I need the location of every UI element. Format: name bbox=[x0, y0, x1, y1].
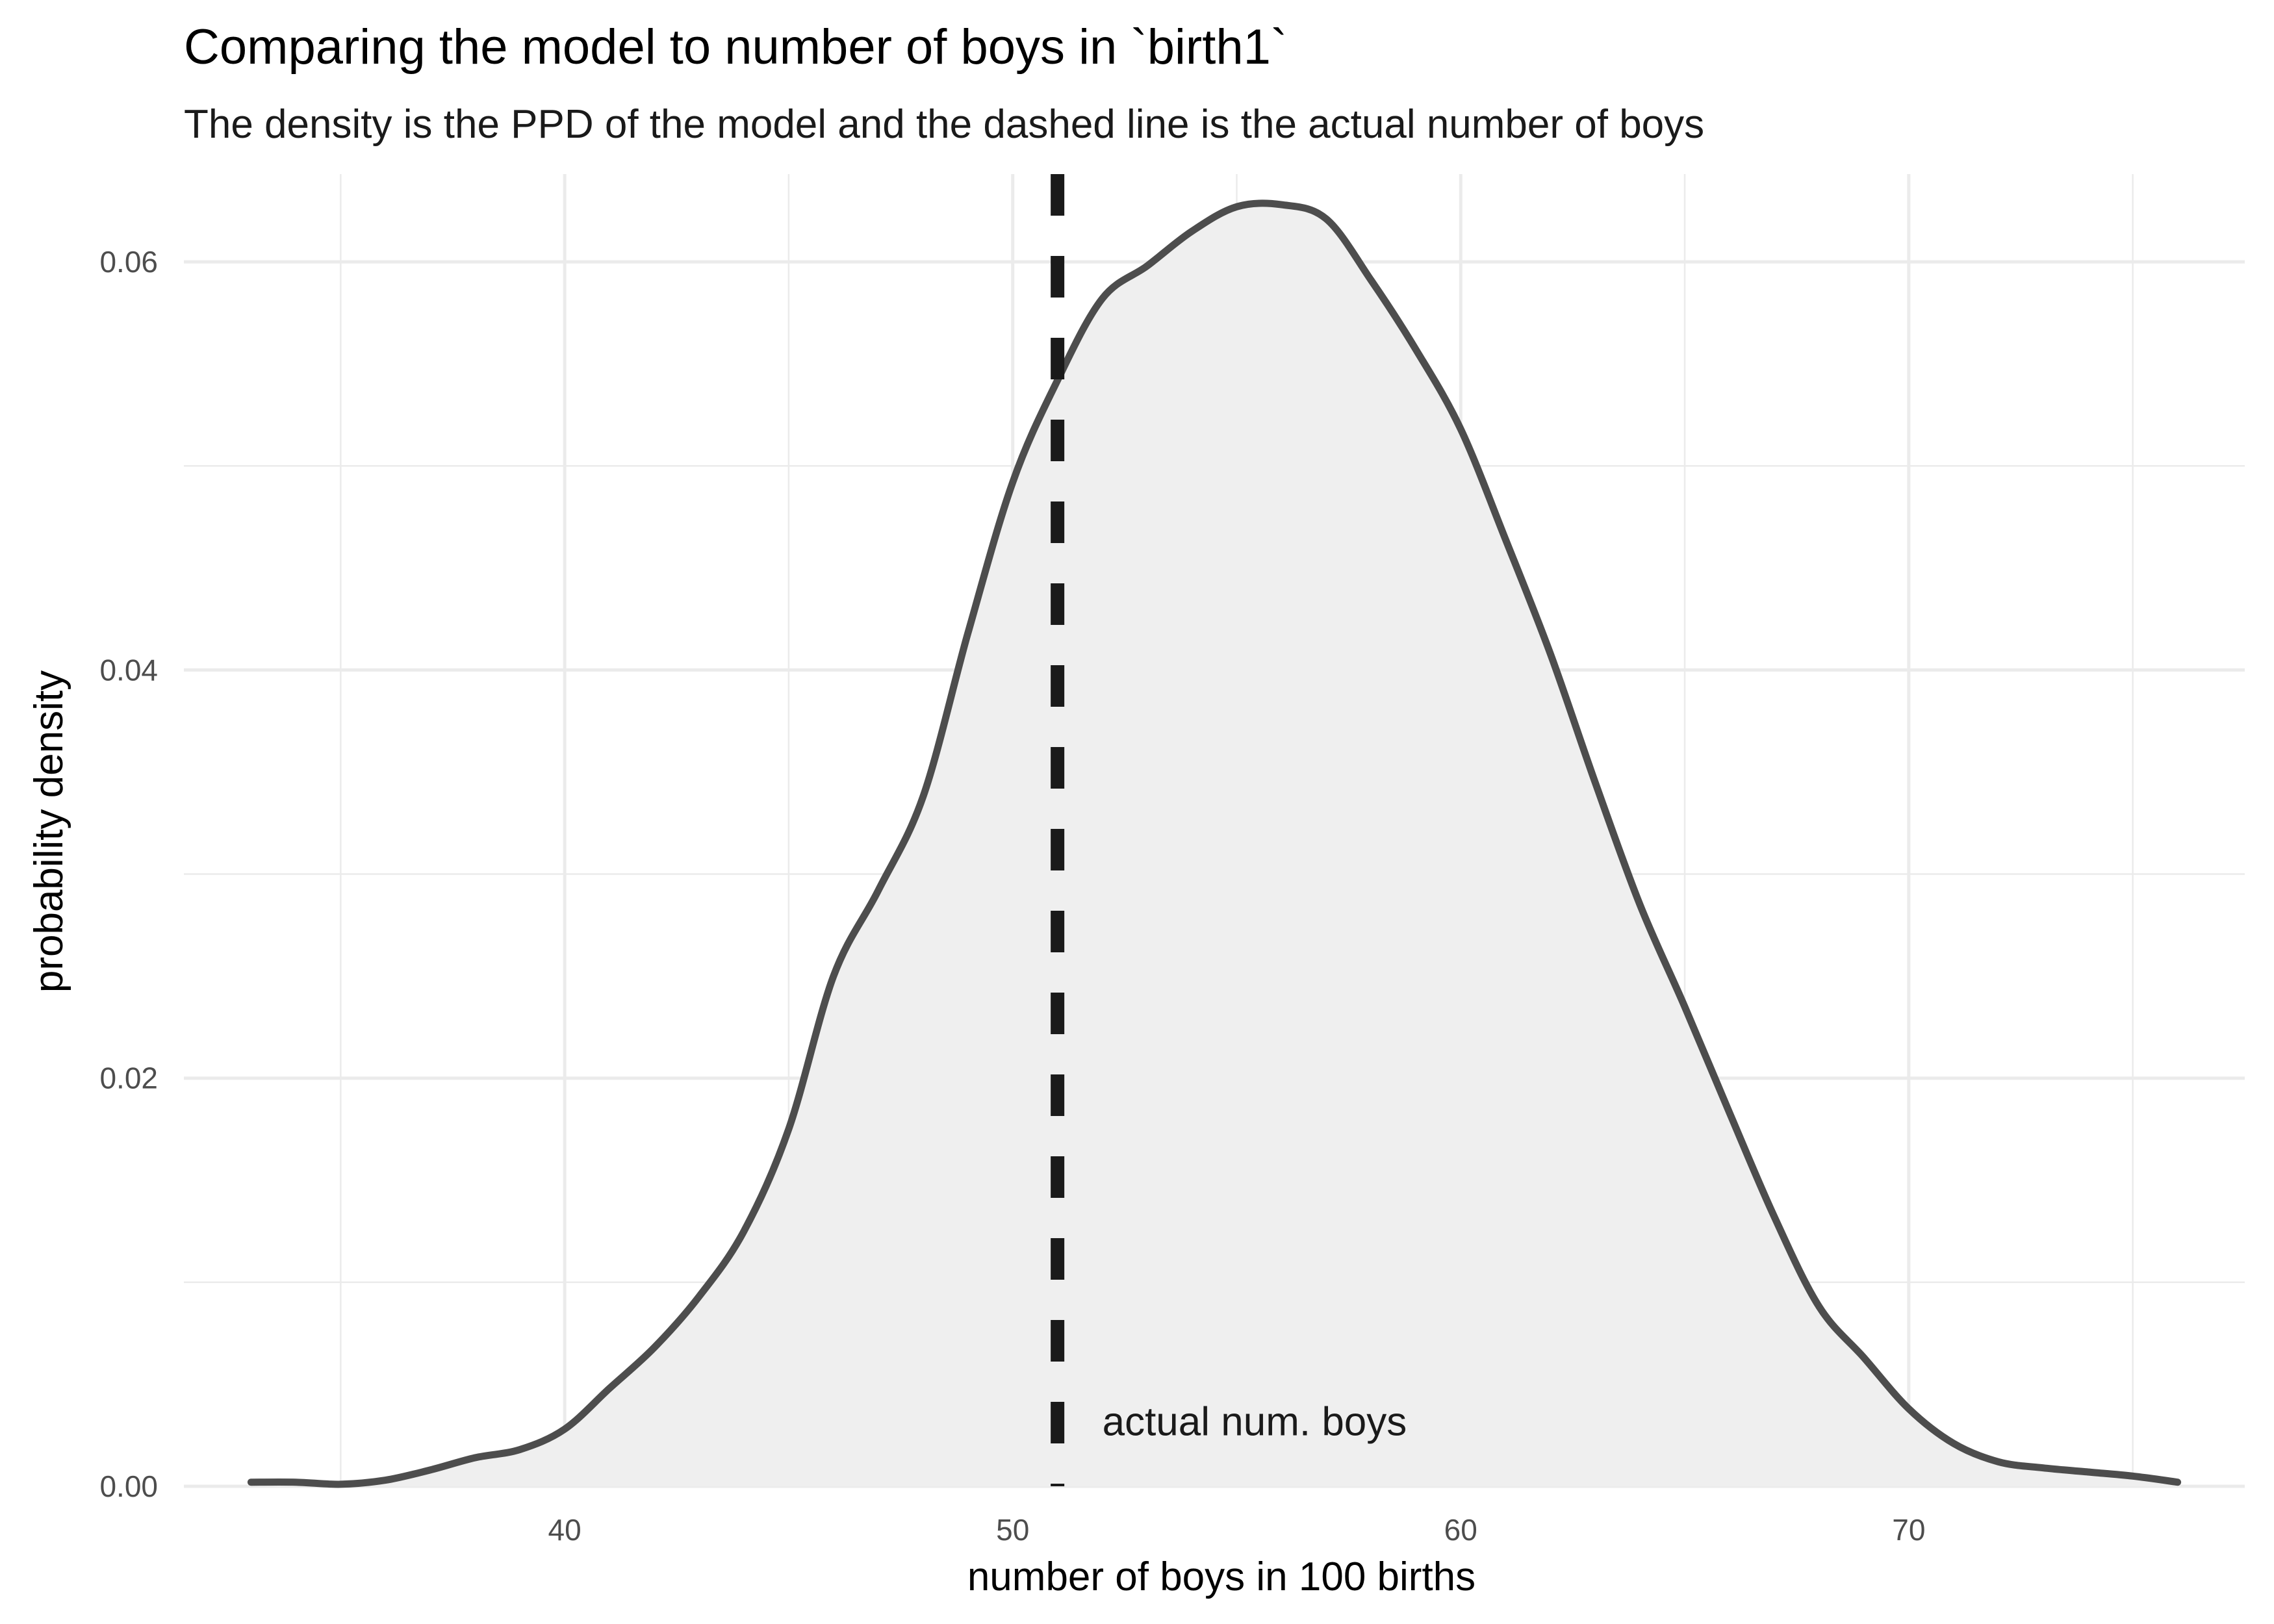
chart-subtitle: The density is the PPD of the model and … bbox=[184, 102, 1704, 147]
density-line bbox=[247, 199, 2182, 1488]
tick-labels: 40 50 60 70 0.00 0.02 0.04 0.06 bbox=[99, 245, 1925, 1547]
x-tick-label: 50 bbox=[996, 1513, 1029, 1547]
density-fill bbox=[251, 203, 2178, 1487]
reference-line-label: actual num. boys bbox=[1103, 1399, 1407, 1444]
y-axis-title: probability density bbox=[27, 670, 71, 993]
chart-title: Comparing the model to number of boys in… bbox=[184, 19, 1287, 75]
density-area bbox=[247, 199, 2182, 1488]
y-tick-label: 0.06 bbox=[99, 245, 158, 279]
x-tick-label: 70 bbox=[1892, 1513, 1925, 1547]
y-tick-label: 0.02 bbox=[99, 1061, 158, 1095]
x-axis-title: number of boys in 100 births bbox=[967, 1554, 1476, 1599]
y-tick-label: 0.00 bbox=[99, 1469, 158, 1503]
x-tick-label: 60 bbox=[1444, 1513, 1477, 1547]
y-tick-label: 0.04 bbox=[99, 653, 158, 687]
x-tick-label: 40 bbox=[548, 1513, 581, 1547]
